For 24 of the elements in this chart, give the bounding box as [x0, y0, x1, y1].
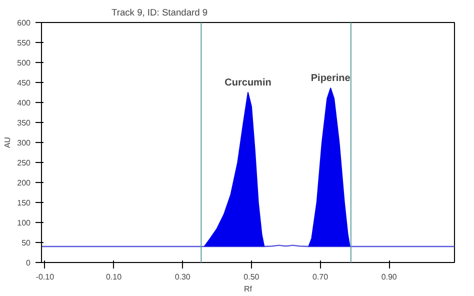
y-tick-label: 0 [26, 258, 32, 268]
y-tick-label: 600 [17, 18, 32, 28]
y-tick-label: 100 [17, 218, 32, 228]
x-tick-label: 0.10 [106, 272, 122, 282]
y-tick-label: 350 [17, 118, 32, 128]
annotation: Piperine [310, 73, 351, 84]
x-axis-title: Rf [244, 284, 253, 294]
x-tick-label: 0.70 [312, 272, 329, 282]
x-tick-label: -0.10 [36, 272, 55, 282]
y-tick-label: 450 [17, 78, 32, 88]
y-tick-label: 550 [17, 38, 32, 48]
y-tick-label: 50 [22, 238, 32, 248]
y-tick-label: 300 [17, 138, 32, 148]
x-tick-label: 0.90 [381, 272, 398, 282]
y-axis-title: AU [3, 136, 12, 148]
annotation: Curcumin [224, 78, 272, 88]
y-tick-label: 200 [17, 178, 32, 188]
x-tick-label: 0.50 [244, 272, 260, 282]
y-tick-label: 400 [17, 98, 32, 108]
y-tick-label: 500 [17, 58, 32, 68]
y-tick-label: 250 [17, 158, 32, 168]
y-tick-label: 150 [17, 198, 32, 208]
x-tick-label: 0.30 [174, 272, 191, 282]
chart-title: Track 9, ID: Standard 9 [112, 8, 208, 18]
